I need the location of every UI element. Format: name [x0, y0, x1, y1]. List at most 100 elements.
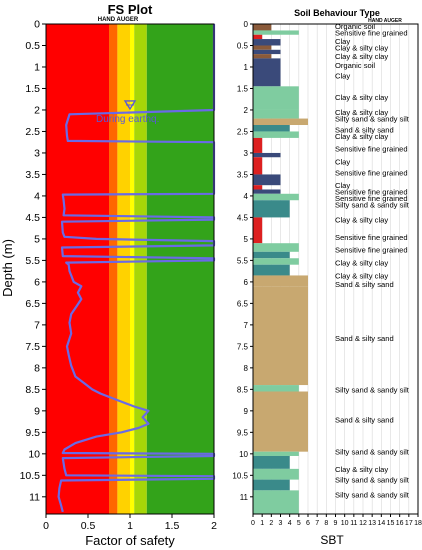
sbt-x-tick-label-3: 3: [279, 520, 283, 527]
sbt-x-tick-label-8: 8: [324, 520, 328, 527]
sbt-y-tick-label-9: 4.5: [237, 213, 249, 222]
sbt-layer-21: [253, 217, 263, 244]
sbt-layer-19: [253, 193, 299, 201]
sbt-label-14: Sensitive fine grained: [335, 168, 408, 177]
sbt-label-1: Sensitive fine grained: [335, 29, 408, 38]
sbt-label-17: Sensitive fine grained: [335, 194, 408, 203]
fs-y-tick-label-13: 6.5: [25, 298, 40, 310]
sbt-y-axis: 0 0.5 1 1.5 2 2.5 3 3.5 4 4.5 5 5.5 6 6.5 7 7.5 8 8.5 9 9.5…: [232, 20, 253, 502]
sbt-layer-6: [253, 54, 272, 59]
sbt-layer-34: [253, 490, 299, 514]
fs-annotation: During earthq.: [96, 114, 159, 125]
sbt-layer-10: [253, 118, 308, 126]
sbt-layer-28: [253, 385, 299, 392]
sbt-label-11: Clay & silty clay: [335, 132, 388, 141]
fs-x-axis-label: Factor of safety: [85, 533, 175, 548]
fs-y-tick-label-3: 1.5: [25, 83, 40, 95]
sbt-label-12: Sensitive fine grained: [335, 145, 408, 154]
sbt-layer-24: [253, 258, 299, 265]
fs-band-4: [134, 24, 147, 514]
fs-x-tick-label-1: 0.5: [81, 520, 96, 532]
fs-y-tick-label-9: 4.5: [25, 212, 40, 224]
sbt-x-tick-label-6: 6: [306, 520, 310, 527]
sbt-label-13: Clay: [335, 158, 350, 167]
sbt-x-tick-label-12: 12: [359, 520, 367, 527]
sbt-y-tick-label-14: 7: [244, 321, 249, 330]
sbt-y-tick-label-0: 0: [244, 20, 249, 29]
sbt-x-axis-label: SBT: [320, 533, 344, 547]
sbt-y-tick-label-7: 3.5: [237, 170, 249, 179]
sbt-layer-23: [253, 251, 290, 259]
sbt-layer-32: [253, 468, 299, 480]
fs-band-2: [117, 24, 130, 514]
sbt-y-tick-label-16: 8: [244, 364, 249, 373]
sbt-label-29: Clay & silty clay: [335, 465, 388, 474]
sbt-label-16: Sensitive fine grained: [335, 188, 408, 197]
sbt-label-30: Silty sand & sandy silt: [335, 476, 410, 485]
sbt-y-tick-label-10: 5: [244, 235, 249, 244]
sbt-layer-25: [253, 264, 290, 276]
fs-y-tick-label-10: 5: [34, 233, 40, 245]
sbt-label-20: Sensitive fine grained: [335, 233, 408, 242]
water-table-marker: [123, 100, 137, 111]
sbt-y-tick-label-15: 7.5: [237, 342, 249, 351]
sbt-title: Soil Behaviour Type: [294, 8, 380, 18]
sbt-label-28: Silty sand & sandy silt: [335, 448, 410, 457]
sbt-y-tick-label-8: 4: [244, 192, 249, 201]
sbt-layer-1: [253, 30, 299, 35]
fs-band-5: [146, 24, 214, 514]
fs-x-axis: 0 0.5 1 1.5 2: [43, 514, 217, 532]
sbt-x-tick-label-16: 16: [396, 520, 404, 527]
sbt-label-9: Silty sand & sandy silt: [335, 115, 410, 124]
sbt-x-axis: 0 1 2 3 4 5 6 7 8 9 10 11 12 13 14 15 16 17 18: [251, 514, 422, 527]
sbt-label-0: Organic soil: [335, 22, 375, 31]
sbt-y-tick-label-18: 9: [244, 407, 249, 416]
sbt-layer-30: [253, 451, 299, 456]
fs-y-tick-label-8: 4: [34, 190, 40, 202]
fs-y-tick-label-12: 6: [34, 276, 40, 288]
sbt-label-22: Clay & silty clay: [335, 259, 388, 268]
fs-y-axis-label: Depth (m): [0, 239, 15, 297]
sbt-layer-4: [253, 45, 272, 50]
sbt-label-5: Organic soil: [335, 61, 375, 70]
fs-y-tick-label-7: 3.5: [25, 169, 40, 181]
fs-band-3: [130, 24, 135, 514]
sbt-x-tick-label-18: 18: [414, 520, 422, 527]
fs-title: FS Plot: [108, 2, 153, 17]
sbt-label-21: Sensitive fine grained: [335, 246, 408, 255]
sbt-layer-3: [253, 39, 281, 46]
sbt-y-tick-label-6: 3: [244, 149, 249, 158]
fs-x-tick-label-4: 2: [211, 520, 217, 532]
sbt-layer-17: [253, 185, 263, 190]
sbt-layer-33: [253, 479, 290, 491]
sbt-x-tick-label-1: 1: [260, 520, 264, 527]
sbt-label-10: Sand & silty sand: [335, 125, 394, 134]
sbt-layer-11: [253, 125, 290, 132]
sbt-y-tick-label-19: 9.5: [237, 428, 249, 437]
fs-y-tick-label-15: 7.5: [25, 341, 40, 353]
sbt-label-4: Clay & silty clay: [335, 52, 388, 61]
fs-subtitle: HAND AUGER: [98, 17, 139, 23]
fs-x-tick-label-0: 0: [43, 520, 49, 532]
sbt-x-tick-label-9: 9: [334, 520, 338, 527]
sbt-y-tick-label-17: 8.5: [237, 385, 249, 394]
sbt-x-tick-label-7: 7: [315, 520, 319, 527]
sbt-y-tick-label-11: 5.5: [237, 256, 249, 265]
sbt-layer-31: [253, 455, 290, 469]
sbt-y-tick-label-20: 10: [239, 450, 248, 459]
fs-y-tick-label-11: 5.5: [25, 255, 40, 267]
sbt-label-15: Clay: [335, 181, 350, 190]
fs-y-tick-label-19: 9.5: [25, 427, 40, 439]
sbt-label-3: Clay & silty clay: [335, 44, 388, 53]
sbt-y-tick-label-2: 1: [244, 63, 249, 72]
sbt-layer-26: [253, 275, 308, 287]
sbt-label-27: Sand & silty sand: [335, 415, 394, 424]
sbt-plot: Soil Behaviour Type HAND AUGER Organic s…: [232, 8, 422, 547]
sbt-y-tick-label-5: 2.5: [237, 127, 249, 136]
sbt-label-2: Clay: [335, 37, 350, 46]
fs-y-tick-label-2: 1: [34, 61, 40, 73]
sbt-layer-8: [253, 86, 299, 110]
sbt-y-tick-label-1: 0.5: [237, 41, 249, 50]
sbt-x-tick-label-14: 14: [377, 520, 385, 527]
